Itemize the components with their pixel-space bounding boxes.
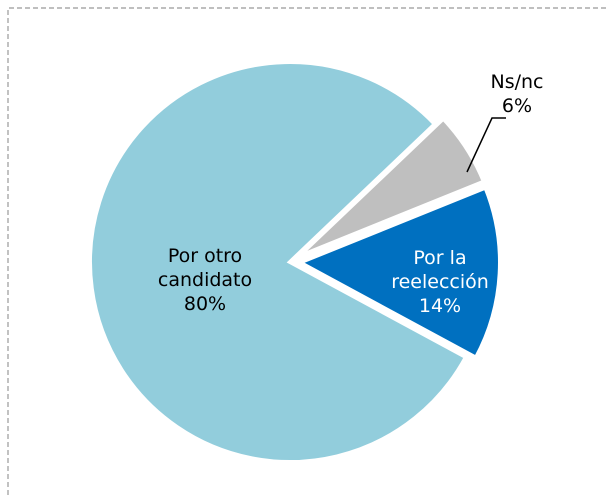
slice-label: Por la reelección 14% [375,246,505,318]
frame [7,7,606,495]
leader-line [466,117,506,173]
pie [88,60,502,464]
value-label: 6% [501,95,533,117]
pie-slice [295,185,502,361]
slice-label: Ns/nc 6% [472,70,562,118]
value-label: 14% [418,295,462,317]
category-label: Ns/nc [490,71,544,93]
category-label: Por la reelección [391,247,489,293]
pie-slice [297,115,487,259]
slice-label: Por otro candidato 80% [135,244,275,316]
value-label: 80% [183,293,227,315]
category-label: Por otro candidato [157,245,253,291]
pie-slice [88,60,469,464]
